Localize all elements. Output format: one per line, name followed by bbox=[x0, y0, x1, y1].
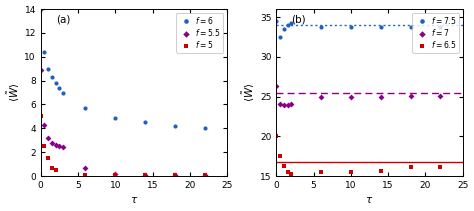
$f=5.5$ bbox=[53, 144, 58, 146]
$f=5.5$ bbox=[46, 137, 51, 139]
Line: $f=5.5$: $f=5.5$ bbox=[39, 68, 207, 177]
$f=6$ bbox=[49, 76, 55, 78]
$f=5.5$ bbox=[112, 173, 118, 176]
$f=7.5$ bbox=[348, 26, 354, 29]
$f=6$ bbox=[142, 121, 148, 124]
$f=5$ bbox=[46, 157, 51, 159]
X-axis label: $\tau$: $\tau$ bbox=[365, 195, 374, 206]
Text: (a): (a) bbox=[55, 14, 70, 24]
$f=7.5$ bbox=[281, 28, 287, 30]
$f=7$ bbox=[318, 96, 324, 99]
$f=5$ bbox=[38, 115, 44, 118]
Text: (b): (b) bbox=[291, 14, 306, 24]
Line: $f=6.5$: $f=6.5$ bbox=[274, 134, 442, 176]
$f=6$ bbox=[53, 82, 58, 84]
$f=7$ bbox=[285, 104, 291, 107]
$f=6.5$ bbox=[281, 164, 287, 167]
$f=6.5$ bbox=[378, 170, 383, 173]
$f=5$ bbox=[53, 169, 58, 171]
Line: $f=6$: $f=6$ bbox=[39, 7, 207, 130]
$f=6$ bbox=[112, 116, 118, 119]
$f=5.5$ bbox=[56, 145, 62, 147]
$f=6.5$ bbox=[277, 155, 283, 157]
$f=7.5$ bbox=[438, 25, 443, 28]
$f=5$ bbox=[82, 174, 88, 177]
$f=6$ bbox=[202, 126, 208, 129]
$f=7$ bbox=[288, 103, 294, 106]
$f=5.5$ bbox=[42, 123, 47, 126]
Y-axis label: $\langle \tilde{W} \rangle$: $\langle \tilde{W} \rangle$ bbox=[241, 83, 257, 102]
$f=6.5$ bbox=[285, 171, 291, 173]
$f=5.5$ bbox=[172, 174, 178, 177]
Line: $f=5$: $f=5$ bbox=[39, 114, 207, 177]
Line: $f=7.5$: $f=7.5$ bbox=[274, 19, 442, 39]
$f=5.5$ bbox=[49, 141, 55, 144]
$f=5$ bbox=[49, 166, 55, 169]
$f=6$ bbox=[82, 107, 88, 109]
$f=5$ bbox=[42, 145, 47, 147]
$f=7.5$ bbox=[378, 25, 383, 28]
$f=7$ bbox=[273, 85, 279, 87]
$f=7.5$ bbox=[285, 24, 291, 26]
Y-axis label: $\langle \tilde{W} \rangle$: $\langle \tilde{W} \rangle$ bbox=[6, 83, 22, 102]
$f=5.5$ bbox=[202, 174, 208, 177]
$f=7.5$ bbox=[318, 25, 324, 28]
Legend: $f=7.5$, $f=7$, $f=6.5$: $f=7.5$, $f=7$, $f=6.5$ bbox=[412, 13, 459, 53]
$f=6$ bbox=[42, 51, 47, 53]
Line: $f=7$: $f=7$ bbox=[274, 84, 442, 107]
$f=5.5$ bbox=[60, 146, 66, 149]
$f=6$ bbox=[46, 68, 51, 70]
$f=6$ bbox=[38, 8, 44, 10]
$f=7$ bbox=[348, 95, 354, 98]
$f=5.5$ bbox=[142, 174, 148, 176]
$f=7$ bbox=[277, 103, 283, 106]
$f=6$ bbox=[56, 87, 62, 89]
$f=7$ bbox=[438, 95, 443, 97]
$f=5.5$ bbox=[38, 69, 44, 71]
$f=6.5$ bbox=[438, 166, 443, 169]
$f=6.5$ bbox=[273, 135, 279, 138]
$f=7.5$ bbox=[288, 22, 294, 25]
$f=5$ bbox=[112, 174, 118, 177]
$f=7$ bbox=[281, 104, 287, 107]
$f=7.5$ bbox=[273, 20, 279, 22]
$f=7.5$ bbox=[277, 36, 283, 38]
$f=7.5$ bbox=[408, 26, 413, 29]
$f=6.5$ bbox=[288, 172, 294, 175]
$f=5$ bbox=[172, 174, 178, 177]
$f=5.5$ bbox=[82, 166, 88, 169]
$f=5$ bbox=[142, 174, 148, 177]
$f=7$ bbox=[408, 95, 413, 97]
Legend: $f=6$, $f=5.5$, $f=5$: $f=6$, $f=5.5$, $f=5$ bbox=[176, 13, 223, 53]
X-axis label: $\tau$: $\tau$ bbox=[130, 195, 138, 206]
$f=6.5$ bbox=[408, 166, 413, 169]
$f=7$ bbox=[378, 95, 383, 98]
$f=6$ bbox=[60, 91, 66, 94]
$f=6.5$ bbox=[318, 171, 324, 173]
$f=5$ bbox=[202, 174, 208, 177]
$f=6$ bbox=[172, 125, 178, 127]
$f=6.5$ bbox=[348, 171, 354, 173]
